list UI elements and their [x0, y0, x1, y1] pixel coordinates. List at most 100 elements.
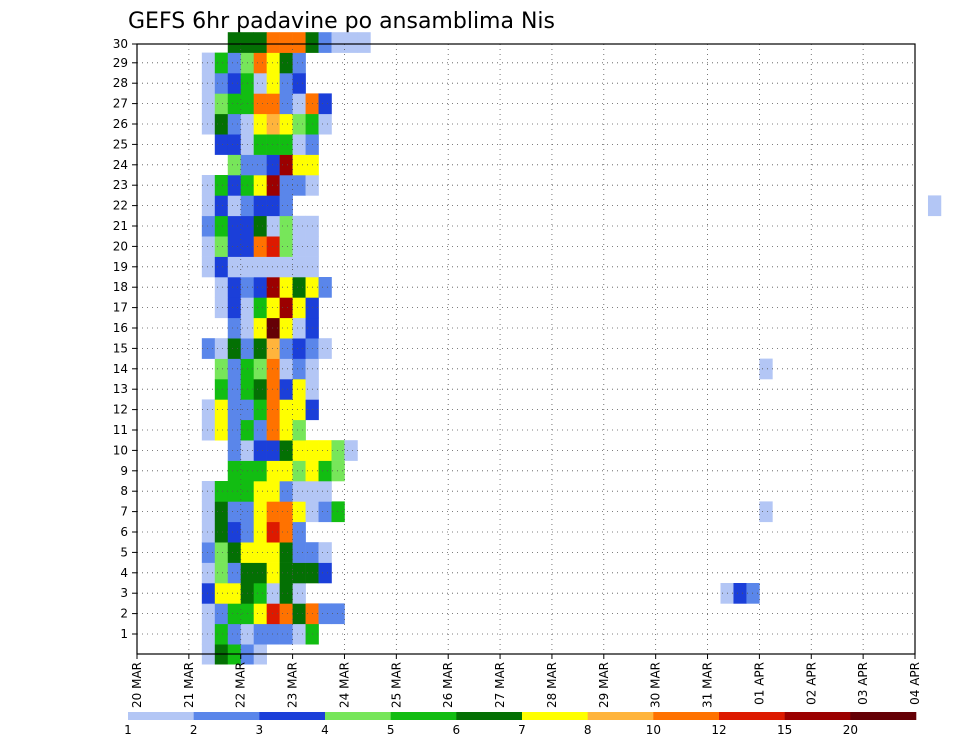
- heatmap-cell: [318, 501, 332, 523]
- heatmap-cell: [201, 623, 216, 645]
- heatmap-cell: [318, 93, 332, 115]
- grid-lines: [137, 44, 915, 654]
- heatmap-cell: [214, 195, 229, 217]
- x-tick-label: 25 MAR: [389, 662, 403, 708]
- heatmap-cell: [214, 501, 229, 523]
- heatmap-cell: [279, 542, 293, 563]
- heatmap-cell: [279, 460, 293, 482]
- heatmap-cell: [331, 603, 345, 625]
- heatmap-cell: [227, 134, 242, 155]
- heatmap-cell: [292, 501, 306, 523]
- heatmap-cell: [253, 542, 267, 563]
- heatmap-cell: [227, 583, 242, 604]
- heatmap-cell: [201, 215, 216, 237]
- heatmap-cell: [279, 175, 293, 196]
- heatmap-cell: [201, 52, 216, 74]
- heatmap-cell: [279, 623, 293, 645]
- x-tick-label: 23 MAR: [286, 662, 300, 708]
- heatmap-cell: [201, 583, 216, 604]
- heatmap-cell: [292, 623, 306, 645]
- heatmap-cell: [227, 154, 242, 176]
- heatmap-cell: [253, 297, 267, 319]
- heatmap-cell: [266, 32, 280, 53]
- y-tick-label: 17: [113, 301, 128, 315]
- colorbar-segment: [587, 712, 654, 720]
- heatmap-cell: [266, 338, 280, 359]
- y-tick-label: 28: [113, 76, 128, 90]
- colorbar-segment: [784, 712, 851, 720]
- y-tick-label: 25: [113, 137, 128, 151]
- heatmap-cell: [266, 583, 280, 604]
- heatmap-cell: [305, 32, 319, 53]
- colorbar-label: 2: [190, 723, 198, 737]
- heatmap-cell: [266, 399, 280, 421]
- colorbar: 1 2 3 4 5 6 7 8 10 12 15 20: [124, 712, 917, 737]
- heatmap-cell: [292, 521, 306, 543]
- heatmap-cell: [266, 317, 280, 339]
- heatmap-cell: [266, 256, 280, 278]
- heatmap-cell: [201, 562, 216, 584]
- heatmap-cell: [279, 501, 293, 523]
- heatmap-cell: [201, 236, 216, 257]
- colorbar-segment: [719, 712, 785, 720]
- heatmap-cell: [227, 562, 242, 584]
- heatmap-cell: [214, 521, 229, 543]
- x-tick-label: 30 MAR: [649, 662, 663, 708]
- heatmap-cell: [279, 236, 293, 257]
- y-tick-label: 13: [113, 382, 128, 396]
- heatmap-cell: [201, 175, 216, 196]
- heatmap-cell: [292, 358, 306, 380]
- y-tick-label: 10: [113, 443, 128, 457]
- heatmap-cell: [227, 277, 242, 298]
- heatmap-cell: [292, 562, 306, 584]
- heatmap-cell: [253, 175, 267, 196]
- x-tick-label: 02 APR: [804, 662, 818, 705]
- x-tick-label: 28 MAR: [545, 662, 559, 708]
- heatmap-cell: [279, 379, 293, 400]
- heatmap-cell: [214, 623, 229, 645]
- x-tick-label: 01 APR: [752, 662, 766, 705]
- heatmap-cell: [214, 297, 229, 319]
- y-tick-label: 30: [113, 37, 128, 51]
- y-tick-label: 29: [113, 56, 128, 70]
- heatmap-cell: [253, 215, 267, 237]
- heatmap-cell: [214, 399, 229, 421]
- plot-frame: [136, 43, 916, 655]
- heatmap-cell: [253, 93, 267, 115]
- y-tick-label: 24: [113, 158, 128, 172]
- heatmap-cell: [253, 338, 267, 359]
- heatmap-cell: [227, 399, 242, 421]
- heatmap-cell: [214, 358, 229, 380]
- heatmap-cell: [266, 358, 280, 380]
- y-tick-label: 14: [113, 362, 128, 376]
- heatmap-cell: [279, 32, 293, 53]
- y-tick-label: 12: [113, 403, 128, 417]
- y-tick-label: 7: [120, 505, 128, 519]
- heatmap-cell: [227, 215, 242, 237]
- heatmap-cell: [279, 93, 293, 115]
- heatmap-cell: [266, 460, 280, 482]
- heatmap-cell: [214, 93, 229, 115]
- heatmap-cell: [253, 399, 267, 421]
- heatmap-cell: [201, 399, 216, 421]
- heatmap-cell: [279, 154, 293, 176]
- heatmap-cell: [227, 338, 242, 359]
- heatmap-cell: [253, 501, 267, 523]
- y-tick-label: 22: [113, 199, 128, 213]
- heatmap-cell: [201, 542, 216, 563]
- heatmap-cell: [292, 317, 306, 339]
- colorbar-label: 20: [843, 723, 858, 737]
- heatmap-cell: [266, 154, 280, 176]
- heatmap-cell: [253, 32, 267, 53]
- heatmap-cell: [227, 623, 242, 645]
- heatmap-cell: [201, 93, 216, 115]
- colorbar-segment: [193, 712, 260, 720]
- heatmap-cell: [253, 419, 267, 441]
- heatmap-cell: [292, 603, 306, 625]
- heatmap-cell: [227, 52, 242, 74]
- colorbar-label: 3: [256, 723, 264, 737]
- y-tick-label: 3: [120, 586, 128, 600]
- heatmap-cell: [266, 481, 280, 502]
- heatmap-cell: [253, 379, 267, 400]
- heatmap-cell: [201, 603, 216, 625]
